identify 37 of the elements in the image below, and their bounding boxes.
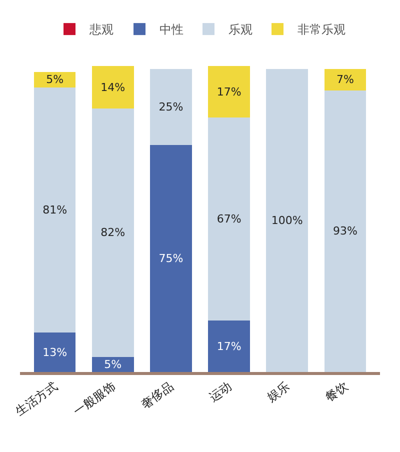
- bar: [34, 72, 76, 88]
- legend-label: 非常乐观: [298, 22, 346, 37]
- data-label: 67%: [216, 212, 242, 226]
- data-label: 5%: [104, 358, 122, 371]
- bar: [34, 332, 76, 372]
- data-label: 81%: [42, 203, 68, 216]
- data-label: 25%: [158, 100, 184, 114]
- x-tick-label: 运动: [206, 379, 234, 405]
- bar: [150, 69, 192, 145]
- bar: [92, 108, 134, 357]
- data-label: 17%: [216, 340, 242, 353]
- bar: [324, 90, 366, 372]
- data-label: 93%: [332, 224, 358, 238]
- x-tick-label: 娱乐: [264, 379, 292, 405]
- legend-label: 乐观: [228, 22, 252, 37]
- data-label: 82%: [100, 226, 126, 240]
- data-label: 7%: [336, 73, 354, 86]
- data-label: 100%: [271, 214, 303, 228]
- bar: [208, 118, 250, 321]
- data-label: 5%: [46, 73, 64, 86]
- bar: [34, 87, 76, 333]
- data-label: 75%: [158, 252, 184, 265]
- bar: [208, 320, 250, 372]
- data-label: 17%: [216, 85, 242, 98]
- x-tick-label: 生活方式: [12, 379, 60, 418]
- bar: [324, 69, 366, 90]
- data-label: 14%: [100, 80, 126, 94]
- bar: [150, 144, 192, 372]
- legend-label: 悲观: [88, 22, 114, 37]
- x-tick-label: 餐饮: [322, 379, 350, 405]
- bar: [208, 66, 250, 118]
- data-label: 13%: [42, 346, 68, 359]
- bar: [266, 69, 308, 372]
- legend-label: 中性: [160, 22, 184, 37]
- x-tick-label: 奢侈品: [138, 379, 176, 412]
- x-tick-label: 一般服饰: [70, 379, 118, 418]
- bar: [92, 66, 134, 108]
